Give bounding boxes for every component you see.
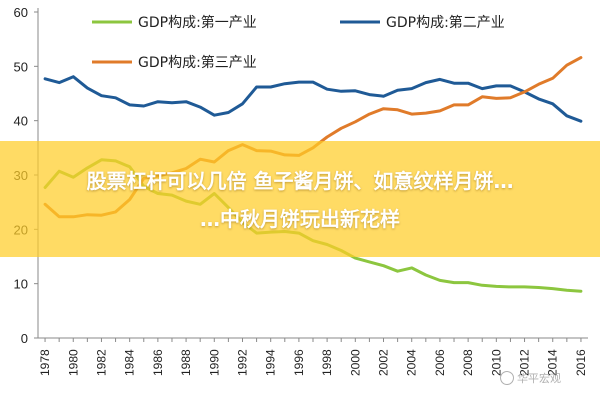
- y-tick-label: 10: [14, 277, 28, 292]
- x-tick-label: 2008: [461, 349, 475, 376]
- legend: GDP构成:第一产业 GDP构成:第二产业 GDP构成:第三产业: [92, 14, 505, 71]
- x-tick-label: 1980: [66, 349, 80, 376]
- y-tick-label: 50: [14, 59, 28, 74]
- x-tick-label: 1994: [264, 349, 278, 376]
- y-tick-label: 60: [14, 5, 28, 20]
- watermark: 华平宏观: [500, 369, 596, 389]
- x-tick-label: 1992: [235, 349, 249, 376]
- watermark-text: 华平宏观: [517, 372, 561, 385]
- x-tick-label: 2016: [574, 349, 588, 376]
- x-tick-label: 1982: [94, 349, 108, 376]
- x-tick-label: 2014: [546, 349, 560, 376]
- x-tick-label: 2006: [433, 349, 447, 376]
- x-tick-label: 1996: [292, 349, 306, 376]
- wechat-icon: [500, 371, 514, 385]
- y-tick-label: 0: [21, 331, 28, 346]
- y-tick-label: 40: [14, 114, 28, 129]
- x-tick-label: 1984: [123, 349, 137, 376]
- x-tick-label: 2002: [377, 349, 391, 376]
- x-tick-label: 2012: [518, 349, 532, 376]
- headline-text[interactable]: 股票杠杆可以几倍 鱼子酱月饼、如意纹样月饼… …中秋月饼玩出新花样: [10, 162, 590, 238]
- x-tick-label: 1988: [179, 349, 193, 376]
- x-tick-label: 1990: [207, 349, 221, 376]
- headline-banner: [0, 141, 600, 257]
- legend-label-3: GDP构成:第三产业: [138, 54, 257, 71]
- x-tick-label: 1986: [151, 349, 165, 376]
- x-tick-label: 2004: [405, 349, 419, 376]
- headline-line-2: …中秋月饼玩出新花样: [200, 207, 400, 231]
- x-axis: 1978 1980 1982 1984 1986 1988 1990 1992 1994 1996…: [38, 337, 588, 376]
- legend-label-1: GDP构成:第一产业: [138, 14, 257, 31]
- headline-line-1: 股票杠杆可以几倍 鱼子酱月饼、如意纹样月饼…: [86, 169, 514, 193]
- legend-label-2: GDP构成:第二产业: [386, 14, 505, 31]
- x-tick-label: 2010: [489, 349, 503, 376]
- series-line-2: [43, 75, 583, 123]
- x-tick-label: 1978: [38, 349, 52, 376]
- x-tick-label: 1998: [320, 349, 334, 376]
- x-tick-label: 2000: [348, 349, 362, 376]
